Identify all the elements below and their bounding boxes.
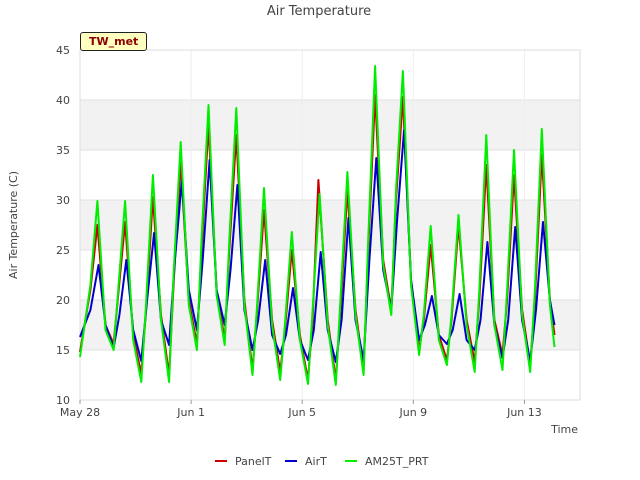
y-tick-label: 25: [56, 244, 70, 257]
y-tick-label: 40: [56, 94, 70, 107]
site-label-badge: TW_met: [80, 32, 148, 51]
x-tick-label: Jun 1: [176, 406, 205, 419]
x-axis-label: Time: [550, 423, 578, 436]
x-axis-ticks: May 28 Jun 1 Jun 5 Jun 9 Jun 13: [60, 400, 542, 419]
chart-legend: PanelT AirT AM25T_PRT: [215, 455, 429, 468]
plot-area-frame: [79, 49, 581, 401]
x-tick-label: Jun 5: [287, 406, 316, 419]
y-axis-label: Air Temperature (C): [7, 171, 20, 279]
series-line-airt: [79, 129, 556, 363]
y-tick-label: 20: [56, 294, 70, 307]
y-tick-label: 30: [56, 194, 70, 207]
plot-background-bands: [80, 100, 580, 350]
x-tick-label: Jun 13: [506, 406, 542, 419]
background-band: [80, 200, 580, 250]
x-tick-label: May 28: [60, 406, 100, 419]
y-tick-label: 45: [56, 44, 70, 57]
y-axis-ticks: 10 15 20 25 30 35 40 45: [56, 44, 70, 407]
series-line-am25t-prt: [79, 65, 556, 386]
background-band: [80, 100, 580, 150]
y-tick-label: 35: [56, 144, 70, 157]
series-lines: [79, 65, 556, 386]
legend-label: PanelT: [235, 455, 272, 468]
legend-label: AM25T_PRT: [365, 455, 429, 468]
x-tick-label: Jun 9: [398, 406, 427, 419]
y-tick-label: 15: [56, 344, 70, 357]
chart-title: Air Temperature: [267, 4, 371, 19]
legend-label: AirT: [305, 455, 327, 468]
y-tick-label: 10: [56, 394, 70, 407]
